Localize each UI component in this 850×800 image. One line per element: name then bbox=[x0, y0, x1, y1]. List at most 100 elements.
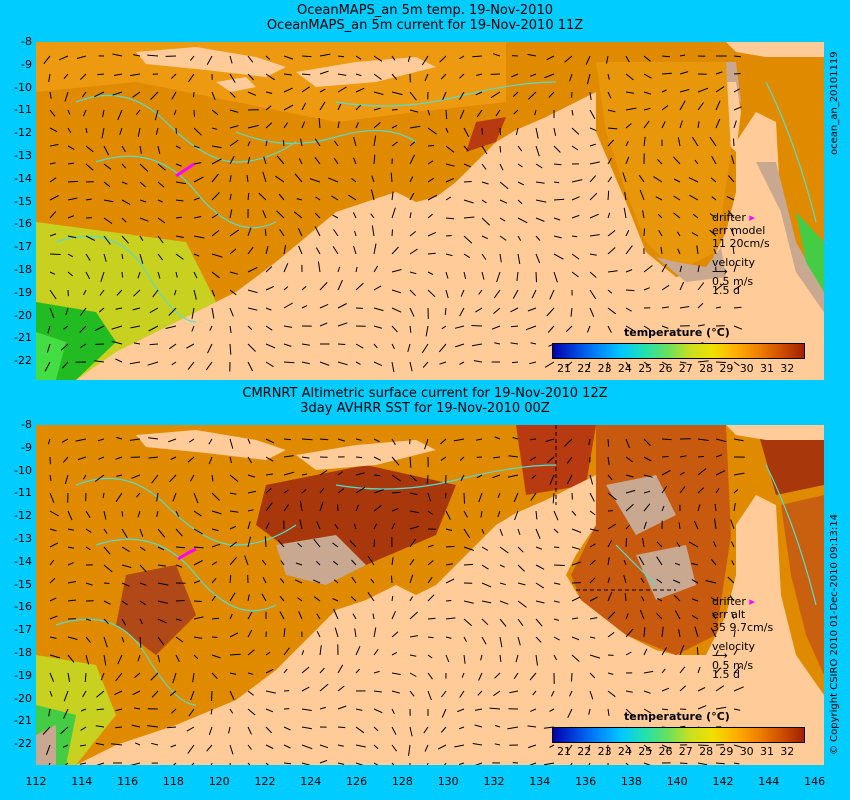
current-arrow bbox=[175, 163, 182, 167]
current-arrow bbox=[492, 53, 501, 57]
current-arrow bbox=[316, 613, 321, 620]
current-arrow bbox=[121, 163, 127, 169]
current-arrow bbox=[491, 325, 501, 330]
current-arrow bbox=[355, 456, 363, 459]
current-arrow bbox=[337, 488, 345, 494]
current-arrow bbox=[211, 617, 220, 620]
current-arrow bbox=[438, 343, 447, 353]
current-arrow bbox=[445, 528, 453, 531]
current-arrow bbox=[495, 725, 501, 728]
current-arrow bbox=[459, 91, 465, 100]
current-arrow bbox=[193, 91, 195, 98]
current-arrow bbox=[589, 271, 597, 278]
current-arrow bbox=[229, 541, 238, 548]
current-arrow bbox=[661, 505, 665, 512]
current-arrow bbox=[67, 197, 78, 201]
current-arrow bbox=[709, 136, 717, 147]
colorbar-tick-label: 27 bbox=[678, 745, 693, 758]
y-tick-label: -18 bbox=[14, 263, 32, 276]
current-arrow bbox=[121, 582, 130, 587]
x-tick-label: 146 bbox=[804, 775, 826, 788]
current-arrow bbox=[67, 672, 71, 683]
current-arrow bbox=[85, 528, 92, 533]
current-arrow bbox=[175, 600, 185, 602]
current-arrow bbox=[570, 762, 573, 765]
current-arrow bbox=[175, 216, 183, 219]
cloud-gap bbox=[636, 545, 696, 600]
current-arrow bbox=[247, 55, 254, 63]
current-arrow bbox=[229, 613, 233, 620]
current-arrow bbox=[460, 289, 465, 297]
current-arrow bbox=[80, 343, 87, 348]
current-arrow bbox=[175, 654, 180, 663]
current-arrow bbox=[409, 596, 414, 602]
current-arrow bbox=[589, 596, 598, 602]
current-arrow bbox=[210, 762, 213, 765]
current-arrow bbox=[477, 690, 483, 696]
current-arrow bbox=[607, 523, 617, 530]
current-arrow bbox=[655, 196, 663, 201]
current-arrow bbox=[189, 474, 195, 482]
current-arrow bbox=[130, 73, 141, 77]
bathymetry-contour bbox=[95, 538, 277, 612]
current-arrow bbox=[715, 306, 722, 309]
current-arrow bbox=[589, 510, 596, 516]
current-arrow bbox=[152, 289, 159, 298]
current-arrow bbox=[679, 100, 686, 111]
current-arrow bbox=[481, 600, 492, 604]
current-arrow bbox=[299, 500, 303, 512]
current-arrow bbox=[549, 474, 555, 485]
current-arrow bbox=[625, 140, 629, 147]
current-arrow bbox=[517, 199, 523, 205]
current-arrow bbox=[625, 744, 632, 752]
current-arrow bbox=[264, 229, 267, 237]
current-arrow bbox=[265, 438, 275, 444]
current-arrow bbox=[49, 233, 57, 237]
y-tick-label: -20 bbox=[14, 691, 32, 705]
current-arrow bbox=[571, 654, 580, 662]
current-arrow bbox=[607, 438, 610, 447]
bathymetry-contour bbox=[235, 130, 417, 145]
current-arrow bbox=[656, 578, 663, 584]
current-arrow bbox=[102, 492, 105, 499]
current-arrow bbox=[589, 672, 596, 679]
current-arrow bbox=[497, 510, 501, 518]
current-arrow bbox=[265, 668, 274, 674]
current-arrow bbox=[121, 235, 129, 244]
current-arrow bbox=[132, 690, 141, 696]
current-arrow bbox=[527, 53, 537, 57]
current-arrow bbox=[300, 138, 303, 147]
current-arrow bbox=[229, 492, 237, 495]
current-arrow bbox=[643, 265, 653, 273]
current-arrow bbox=[481, 235, 489, 240]
current-arrow bbox=[661, 456, 669, 458]
current-arrow bbox=[715, 282, 725, 291]
current-arrow bbox=[111, 340, 123, 345]
current-arrow bbox=[211, 253, 223, 258]
current-arrow bbox=[643, 503, 651, 512]
current-arrow bbox=[517, 181, 525, 186]
current-arrow bbox=[298, 158, 303, 165]
current-arrow bbox=[103, 564, 113, 573]
current-arrow bbox=[283, 87, 293, 93]
current-arrow bbox=[337, 744, 344, 747]
current-arrow bbox=[351, 559, 357, 566]
current-arrow bbox=[566, 456, 573, 464]
current-arrow bbox=[355, 726, 365, 734]
current-arrow bbox=[445, 196, 452, 201]
current-arrow bbox=[472, 743, 483, 746]
current-arrow bbox=[571, 561, 581, 566]
current-arrow bbox=[313, 538, 321, 548]
current-arrow bbox=[427, 492, 431, 502]
current-arrow bbox=[499, 181, 509, 190]
current-arrow bbox=[694, 626, 699, 638]
current-arrow bbox=[247, 266, 258, 273]
bottom-colorbar-title: temperature (°C) bbox=[624, 710, 730, 723]
current-arrow bbox=[317, 261, 321, 273]
current-arrow bbox=[85, 145, 94, 153]
drifter-track bbox=[177, 547, 197, 561]
current-arrow bbox=[571, 127, 580, 135]
australia-landmass bbox=[76, 475, 824, 765]
current-arrow bbox=[121, 510, 124, 517]
current-arrow bbox=[316, 561, 321, 566]
